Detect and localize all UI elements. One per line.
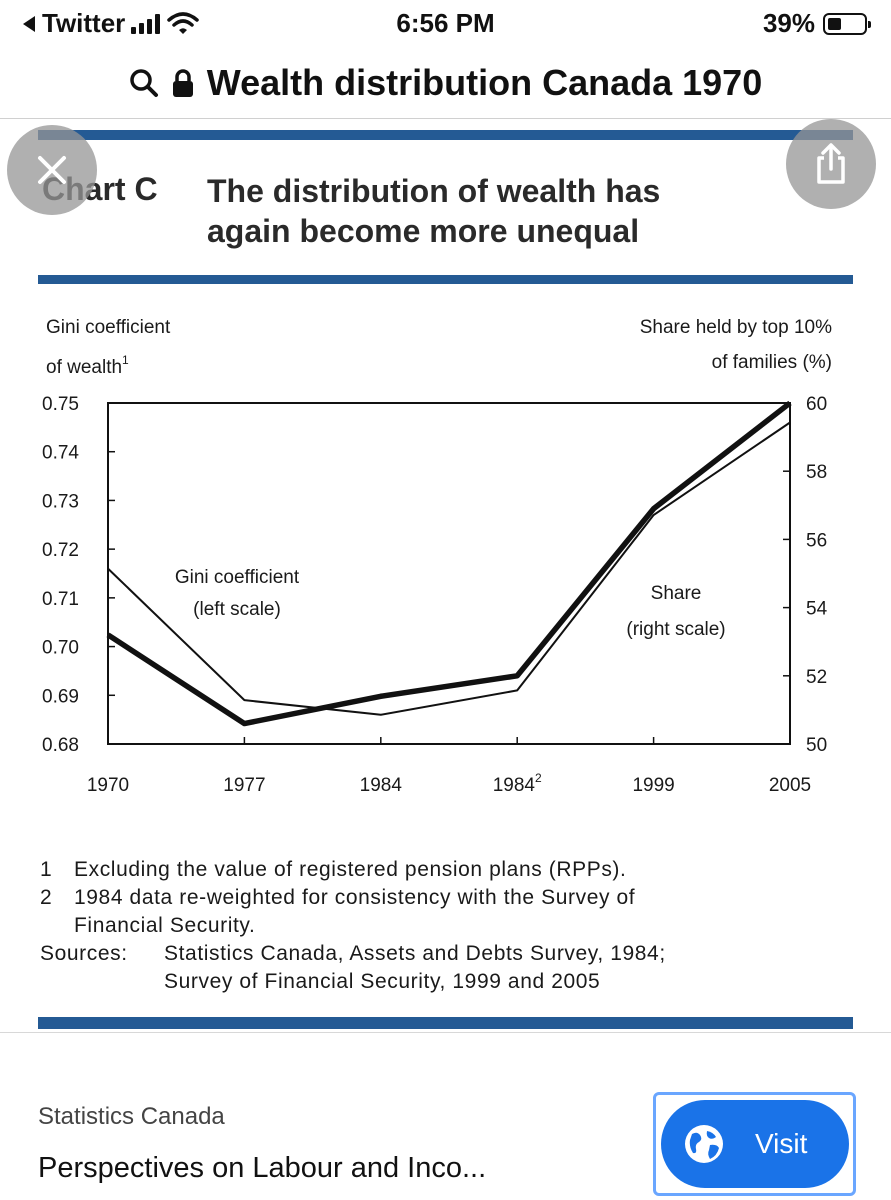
footnote-2-continued: Financial Security. [40, 912, 840, 940]
gini-annotation-line1: Gini coefficient [175, 567, 300, 588]
left-axis-label-line2: of wealth1 [46, 353, 129, 378]
right-axis-label-line1: Share held by top 10% [640, 317, 832, 338]
x-tick-label: 1999 [632, 775, 674, 796]
footnote-2: 2 1984 data re-weighted for consistency … [40, 884, 840, 912]
clock: 6:56 PM [396, 8, 495, 38]
x-tick-label: 19842 [493, 771, 542, 796]
x-tick-label: 2005 [769, 775, 811, 796]
right-tick-label: 56 [806, 530, 827, 551]
sources-continued: Survey of Financial Security, 1999 and 2… [40, 968, 840, 996]
gini-coefficient-line [107, 421, 791, 716]
left-tick-label: 0.75 [42, 394, 79, 415]
blue-rule-top [38, 130, 853, 140]
footnote-1: 1 Excluding the value of registered pens… [40, 856, 840, 884]
result-page-title[interactable]: Perspectives on Labour and Inco... [38, 1152, 487, 1184]
close-button[interactable] [7, 125, 97, 215]
cellular-signal-icon [131, 13, 161, 34]
footnote-2-text-line2: Financial Security. [74, 914, 256, 937]
result-divider [0, 1032, 891, 1033]
right-tick-label: 50 [806, 735, 827, 756]
left-tick-label: 0.74 [42, 443, 79, 464]
sources: Sources: Statistics Canada, Assets and D… [40, 940, 840, 968]
left-tick-label: 0.72 [42, 540, 79, 561]
close-icon [38, 156, 66, 184]
url-bar-divider [0, 118, 891, 119]
right-axis-label-line2: of families (%) [712, 352, 832, 373]
left-tick-label: 0.68 [42, 735, 79, 756]
right-tick-label: 58 [806, 462, 827, 483]
left-tick-label: 0.69 [42, 686, 79, 707]
page-title: Wealth distribution Canada 1970 [206, 62, 763, 103]
x-tick-label: 1977 [223, 775, 265, 796]
left-tick-label: 0.71 [42, 589, 79, 610]
left-axis-label-line1: Gini coefficient [46, 317, 171, 338]
footnote-2-number: 2 [40, 886, 53, 909]
status-bar: Twitter 6:56 PM 39% [0, 0, 891, 48]
search-icon [130, 69, 158, 97]
left-tick-label: 0.73 [42, 491, 79, 512]
wifi-icon [167, 11, 200, 34]
chart-title: The distribution of wealth has again bec… [207, 173, 661, 249]
back-to-app[interactable]: Twitter [22, 8, 200, 39]
plot-frame [107, 402, 791, 745]
image-viewer: Chart C The distribution of wealth has a… [0, 119, 891, 1032]
visit-label: Visit [755, 1128, 808, 1159]
visit-button[interactable]: Visit [661, 1100, 849, 1188]
right-tick-label: 60 [806, 394, 827, 415]
result-source: Statistics Canada [38, 1103, 225, 1130]
series-lines [106, 400, 792, 727]
sources-line2: Survey of Financial Security, 1999 and 2… [164, 970, 601, 993]
lock-icon [172, 69, 193, 97]
share-annotation-line1: Share [651, 583, 702, 604]
back-triangle-icon [23, 15, 35, 32]
right-axis: 60 58 56 54 52 50 [783, 394, 828, 756]
battery-icon [823, 12, 871, 35]
footnote-1-number: 1 [40, 858, 53, 881]
chart: Gini coefficient of wealth1 Share held b… [42, 317, 832, 796]
x-axis: 1970 1977 1984 19842 1999 2005 [87, 737, 811, 796]
footnote-2-text: 1984 data re-weighted for consistency wi… [74, 886, 636, 909]
right-tick-label: 52 [806, 667, 827, 688]
x-tick-sup: 2 [535, 771, 542, 785]
left-axis-label-line2-text: of wealth [46, 357, 122, 378]
share-icon [817, 143, 845, 184]
url-bar[interactable]: Wealth distribution Canada 1970 [0, 48, 891, 118]
back-app-label: Twitter [42, 8, 126, 38]
battery-percent: 39% [762, 8, 815, 38]
share-annotation-line2: (right scale) [626, 619, 725, 640]
sources-line1: Statistics Canada, Assets and Debts Surv… [164, 942, 666, 965]
share-button[interactable] [786, 119, 876, 209]
left-axis-label-sup: 1 [122, 353, 129, 367]
top10-share-line [106, 400, 792, 727]
right-tick-label: 54 [806, 599, 828, 620]
blue-rule-under-title [38, 275, 853, 284]
x-tick-label: 1984 [360, 775, 403, 796]
gini-annotation-line2: (left scale) [193, 599, 281, 620]
globe-icon [685, 1125, 723, 1163]
x-tick-label: 1970 [87, 775, 129, 796]
footnotes: 1 Excluding the value of registered pens… [40, 856, 840, 996]
sources-label: Sources: [40, 942, 128, 965]
visit-focus-ring [653, 1092, 856, 1196]
blue-rule-bottom [38, 1017, 853, 1029]
battery-status: 39% [762, 8, 871, 39]
left-axis: 0.75 0.74 0.73 0.72 0.71 0.70 0.69 0.68 [42, 394, 115, 756]
left-tick-label: 0.70 [42, 638, 79, 659]
footnote-1-text: Excluding the value of registered pensio… [74, 858, 627, 881]
